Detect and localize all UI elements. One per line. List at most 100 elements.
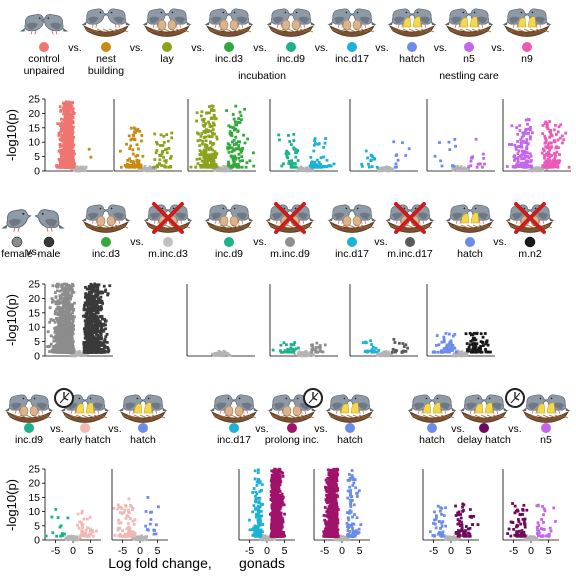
sig-point [88, 338, 92, 342]
sig-point [65, 165, 68, 169]
sig-point [232, 143, 236, 146]
sig-point [240, 155, 244, 159]
sig-point [291, 161, 295, 165]
sig-point [85, 315, 89, 319]
sig-point [290, 159, 294, 163]
sig-point [313, 160, 317, 164]
ns-point [459, 352, 463, 355]
stage-chicks-icon [521, 394, 571, 423]
ns-point [296, 169, 300, 173]
sig-point [435, 334, 439, 337]
sig-point [370, 165, 374, 169]
sig-point [92, 308, 95, 312]
ns-point [460, 168, 464, 172]
ns-point [78, 350, 82, 353]
sig-point [167, 147, 171, 150]
sig-point [287, 152, 291, 156]
sig-point [90, 349, 94, 353]
sig-point [448, 148, 452, 151]
sig-point [95, 308, 99, 312]
sig-point [140, 134, 144, 137]
y-tick-label: 25 [28, 464, 40, 476]
sig-point [87, 284, 91, 288]
sig-point [62, 338, 66, 342]
sig-point [101, 317, 104, 321]
sig-point [59, 315, 62, 318]
volcano-panel: -5 0 5 [238, 467, 295, 557]
sig-point [97, 300, 101, 304]
sig-point [367, 165, 371, 169]
sig-point [57, 331, 61, 335]
sig-point [549, 141, 553, 145]
sig-point [103, 349, 106, 353]
sig-point [195, 131, 199, 135]
stage-dot [286, 42, 296, 52]
sig-point [522, 161, 525, 165]
sig-point [369, 349, 373, 353]
clock-icon [505, 388, 525, 408]
sig-point [520, 149, 524, 153]
sig-point [467, 165, 471, 169]
sig-point [63, 135, 67, 138]
sig-point [196, 139, 200, 143]
sig-point [366, 156, 370, 160]
sig-point [516, 160, 520, 164]
sig-point [61, 319, 65, 323]
sig-point [65, 148, 68, 152]
sig-point [88, 298, 92, 302]
sig-point [162, 141, 166, 144]
sig-point [525, 164, 529, 168]
sig-point [104, 327, 107, 331]
ns-point [301, 167, 304, 170]
icon-layer [1, 8, 571, 423]
sig-point [211, 157, 215, 161]
sig-point [49, 334, 53, 338]
sig-point [314, 345, 318, 349]
sig-point [528, 152, 532, 156]
sig-point [213, 150, 217, 154]
sig-point [71, 165, 75, 169]
sig-point [99, 333, 103, 337]
sig-point [161, 144, 165, 147]
sig-point [70, 108, 74, 112]
sig-point [56, 299, 60, 303]
ns-point [304, 168, 308, 172]
ns-point [73, 168, 76, 172]
sig-point [526, 142, 530, 146]
sig-point [131, 519, 135, 523]
ns-point [77, 350, 80, 353]
sig-point [406, 346, 410, 350]
sig-point [525, 145, 529, 149]
sig-point [64, 112, 68, 115]
sig-point [165, 147, 169, 151]
sig-point [132, 126, 136, 130]
sig-point [127, 508, 130, 512]
ns-point [385, 165, 388, 168]
sig-point [135, 143, 139, 147]
sig-point [227, 124, 231, 128]
sig-point [60, 532, 64, 535]
sig-point [99, 327, 103, 330]
sig-point [211, 121, 215, 125]
sig-point [208, 122, 212, 126]
sig-point [58, 349, 62, 353]
sig-point [57, 335, 61, 339]
sig-point [56, 313, 60, 317]
ns-point [306, 169, 310, 173]
sig-point [59, 122, 62, 126]
sig-point [210, 165, 213, 169]
sig-point [281, 350, 285, 354]
sig-point [520, 157, 524, 161]
sig-point [67, 139, 71, 143]
sig-point [166, 139, 170, 143]
sig-point [321, 350, 325, 354]
ns-point [69, 534, 72, 538]
sig-point [55, 329, 58, 333]
sig-point [93, 347, 96, 350]
sig-point [286, 156, 290, 160]
sig-point [103, 350, 107, 354]
sig-point [312, 163, 316, 167]
sig-point [129, 144, 133, 148]
ns-point [534, 168, 538, 172]
ns-point [70, 167, 73, 171]
